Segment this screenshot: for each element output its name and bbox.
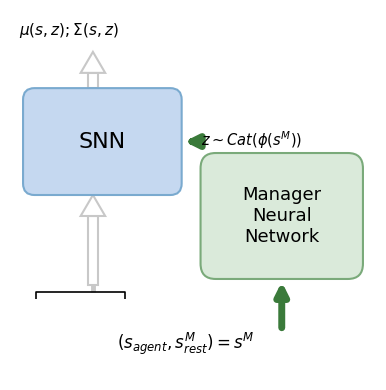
FancyBboxPatch shape bbox=[201, 153, 363, 279]
FancyBboxPatch shape bbox=[23, 88, 182, 195]
Polygon shape bbox=[81, 195, 105, 216]
Text: Manager
Neural
Network: Manager Neural Network bbox=[242, 186, 321, 246]
Polygon shape bbox=[81, 52, 105, 73]
Text: $\mu(s,z);\Sigma(s,z)$: $\mu(s,z);\Sigma(s,z)$ bbox=[19, 21, 119, 41]
Text: $(s_{agent}, s^M_{rest}) = s^M$: $(s_{agent}, s^M_{rest}) = s^M$ bbox=[117, 331, 254, 357]
Text: SNN: SNN bbox=[79, 131, 126, 152]
Text: $z \sim Cat(\phi(s^M))$: $z \sim Cat(\phi(s^M))$ bbox=[201, 129, 302, 151]
Bar bbox=[88, 216, 98, 285]
Bar bbox=[88, 73, 98, 88]
